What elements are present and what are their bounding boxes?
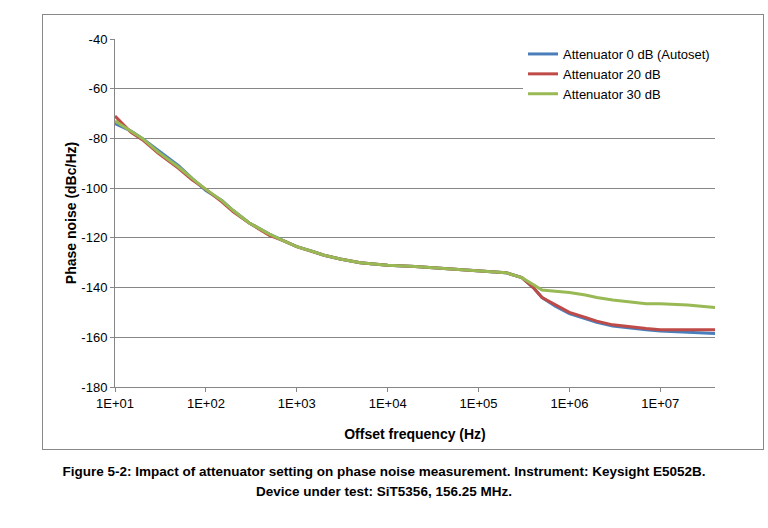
svg-text:-40: -40 [89, 32, 108, 47]
svg-text:Phase noise (dBc/Hz): Phase noise (dBc/Hz) [63, 142, 79, 284]
svg-text:1E+01: 1E+01 [96, 396, 134, 411]
svg-text:-60: -60 [89, 81, 108, 96]
svg-text:-160: -160 [81, 330, 107, 345]
svg-text:-120: -120 [81, 230, 107, 245]
svg-text:1E+06: 1E+06 [550, 396, 588, 411]
html-text:Figure 5-2: Impact of attenuat: Figure 5-2: Impact of attenuator setting… [62, 464, 706, 479]
svg-text:Attenuator 20 dB: Attenuator 20 dB [563, 67, 661, 82]
svg-text:1E+03: 1E+03 [278, 396, 316, 411]
svg-text:-180: -180 [81, 380, 107, 395]
html-text:Device under test: SiT5356, 15: Device under test: SiT5356, 156.25 MHz. [256, 484, 512, 499]
svg-text:1E+04: 1E+04 [369, 396, 407, 411]
svg-text:Offset frequency (Hz): Offset frequency (Hz) [344, 426, 486, 442]
svg-text:-80: -80 [89, 131, 108, 146]
svg-text:-140: -140 [81, 280, 107, 295]
svg-text:-100: -100 [81, 181, 107, 196]
svg-text:Attenuator 30 dB: Attenuator 30 dB [563, 87, 661, 102]
svg-text:1E+05: 1E+05 [460, 396, 498, 411]
svg-text:Attenuator 0 dB (Autoset): Attenuator 0 dB (Autoset) [563, 47, 710, 62]
svg-text:1E+07: 1E+07 [641, 396, 679, 411]
svg-text:1E+02: 1E+02 [187, 396, 225, 411]
